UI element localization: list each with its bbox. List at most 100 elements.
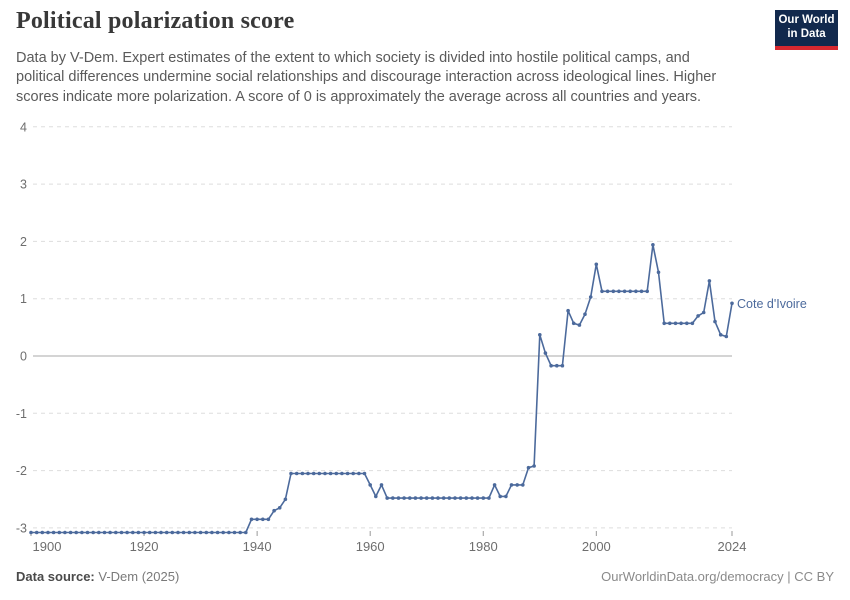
data-point [51,530,56,535]
data-source-value: V-Dem (2025) [94,569,180,584]
data-point [300,471,305,476]
data-point [408,496,412,500]
data-source-label: Data source: [16,569,95,584]
data-point [617,289,621,294]
x-axis-tick-label: 1920 [130,539,159,554]
data-line [30,244,733,534]
data-point [639,289,644,294]
data-point [108,530,112,535]
data-point [391,496,395,500]
data-point [419,496,423,500]
data-point [526,465,531,470]
data-point [396,496,401,500]
data-point [125,530,129,535]
data-point [40,530,45,535]
x-axis-tick-label: 1960 [356,539,385,554]
data-point [611,289,616,294]
owid-logo[interactable]: Our World in Data [775,10,838,50]
data-point [317,471,322,476]
data-point [605,289,610,294]
data-point [651,243,655,247]
data-point [424,496,429,500]
data-point [97,530,101,535]
data-point [255,517,259,522]
y-axis-tick-label: 2 [20,235,27,249]
data-point [283,497,288,502]
data-point [566,308,570,313]
owid-logo-line2: in Data [787,28,826,40]
data-point [328,471,333,476]
data-point [628,289,632,294]
data-point [85,530,90,535]
data-point [362,471,367,476]
chart-title: Political polarization score [16,8,295,34]
data-point [668,321,672,326]
data-point [696,314,700,318]
data-point [679,321,683,326]
data-point [521,483,525,487]
data-point [487,496,491,500]
data-point [249,517,254,522]
data-point [351,471,356,476]
data-point [594,262,599,267]
data-point [718,333,723,337]
data-point [730,301,734,306]
data-point [159,530,163,535]
data-point [685,321,689,326]
data-point [509,483,514,487]
data-point [656,270,661,275]
y-axis-tick-label: 4 [20,120,27,134]
data-point [588,295,593,299]
data-point [707,279,712,283]
data-point [91,530,95,535]
data-point [170,530,175,535]
data-point [577,323,582,327]
y-axis-tick-label: 3 [20,178,27,192]
data-point [198,530,203,535]
chart-subtitle: Data by V-Dem. Expert estimates of the e… [16,50,717,105]
data-point [232,530,237,535]
data-point [515,483,519,487]
data-point [622,289,627,294]
data-point [538,333,542,337]
data-point [215,530,220,535]
data-point [498,494,503,499]
data-point [29,530,33,535]
data-point [543,351,548,355]
data-source-line[interactable]: Data source: V-Dem (2025) [16,569,179,584]
data-point [441,496,446,500]
data-point [142,530,146,535]
data-point [57,530,62,535]
data-point [385,496,390,500]
entity-label[interactable]: Cote d'Ivoire [737,297,807,311]
data-point [153,530,158,535]
data-point [430,496,435,500]
data-point [244,530,248,535]
data-point [662,321,666,326]
data-point [447,496,452,500]
data-point [311,471,316,476]
x-axis-tick-label: 2024 [718,539,747,554]
data-point [555,363,559,368]
data-point [147,530,152,535]
data-point [74,530,78,535]
x-axis-tick-label: 1940 [243,539,272,554]
data-point [436,496,440,500]
x-axis-tick-label: 2000 [582,539,611,554]
y-axis-tick-label: 1 [20,292,27,306]
data-point [368,483,373,487]
data-point [68,530,73,535]
data-point [402,496,406,500]
data-point [504,494,508,499]
data-point [289,471,293,476]
data-point [374,494,378,499]
data-point [690,321,695,326]
data-point [713,319,717,324]
data-point [131,530,135,535]
data-point [210,530,214,535]
data-point [532,464,536,468]
data-point [114,530,118,535]
data-point [492,483,497,487]
footer-license-link[interactable]: OurWorldinData.org/democracy | CC BY [601,569,834,584]
